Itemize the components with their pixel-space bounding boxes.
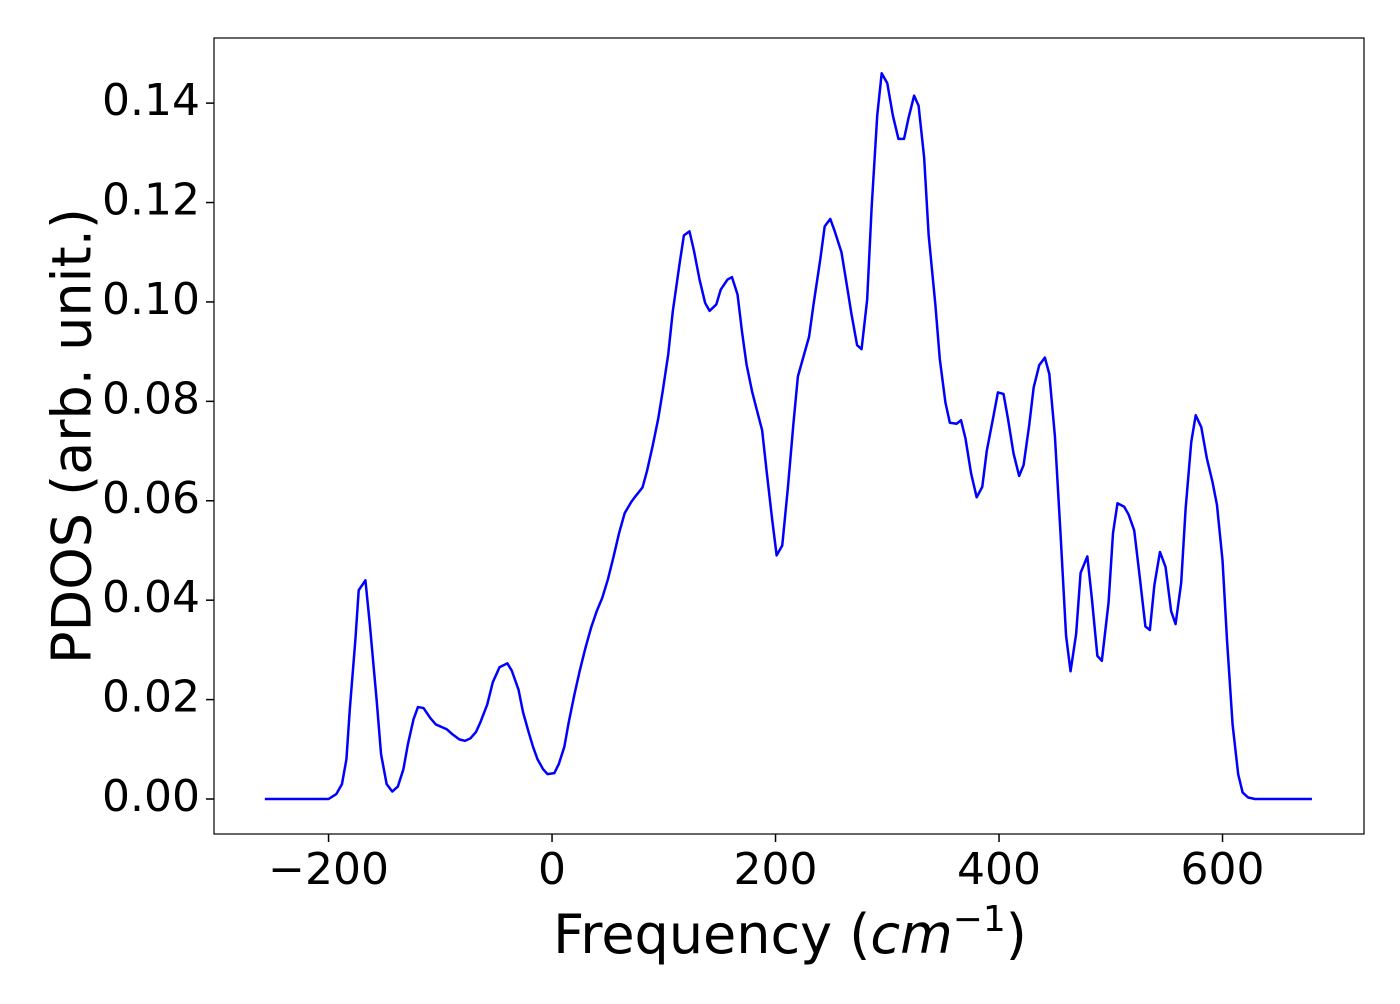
data-line: [264, 72, 1312, 801]
y-tick-label: 0.12: [102, 175, 200, 226]
x-tick-label: 0: [538, 844, 566, 895]
y-tick-label: 0.08: [102, 373, 200, 424]
x-label-close: ): [1006, 903, 1027, 966]
x-tick-label: 600: [1181, 844, 1265, 895]
y-tick-label: 0.04: [102, 572, 200, 623]
y-tick-label: 0.02: [102, 672, 200, 723]
x-tick-label: −200: [268, 844, 389, 895]
y-axis-label: PDOS (arb. unit.): [41, 208, 104, 664]
x-axis-label: Frequency (cm−1): [553, 899, 1027, 966]
x-label-unit: cm: [870, 903, 952, 966]
x-label-text: Frequency (: [553, 903, 870, 966]
y-tick-label: 0.00: [102, 771, 200, 822]
x-tick-label: 400: [957, 844, 1041, 895]
y-tick-label: 0.06: [102, 473, 200, 524]
plot-frame: [213, 37, 1365, 835]
x-label-exponent: −1: [953, 899, 1006, 940]
y-tick-label: 0.14: [102, 75, 200, 126]
x-tick-label: 200: [734, 844, 818, 895]
y-tick-label: 0.10: [102, 274, 200, 325]
